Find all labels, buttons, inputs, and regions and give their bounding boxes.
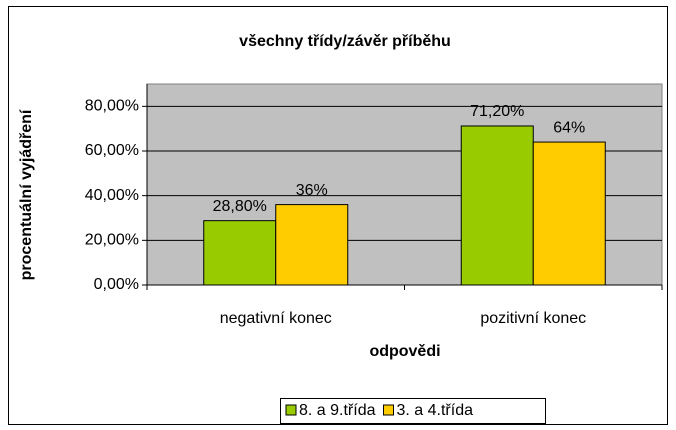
chart-title: všechny třídy/závěr příběhu: [239, 33, 451, 50]
bar: [460, 125, 534, 286]
y-tick-label: 0,00%: [94, 276, 139, 293]
bar: [275, 204, 349, 286]
x-tick-label: pozitivní konec: [480, 310, 586, 327]
x-axis-label: odpovědi: [369, 343, 440, 360]
bar: [532, 141, 606, 286]
legend-box: [280, 398, 546, 424]
value-label: 64%: [553, 119, 585, 136]
y-tick-label: 40,00%: [85, 187, 139, 204]
y-tick-label: 20,00%: [85, 232, 139, 249]
value-label: 36%: [296, 182, 328, 199]
y-tick-label: 60,00%: [85, 142, 139, 159]
legend-label: 3. a 4.třída: [397, 402, 474, 419]
bar: [203, 220, 277, 286]
x-tick-label: negativní konec: [220, 310, 332, 327]
y-tick-label: 80,00%: [85, 98, 139, 115]
legend-swatch: [285, 404, 297, 416]
legend-label: 8. a 9.třída: [299, 402, 376, 419]
value-label: 28,80%: [213, 198, 267, 215]
y-axis-label: procentuální vyjádření: [18, 109, 35, 280]
value-label: 71,20%: [470, 103, 524, 120]
legend-swatch: [383, 404, 394, 416]
